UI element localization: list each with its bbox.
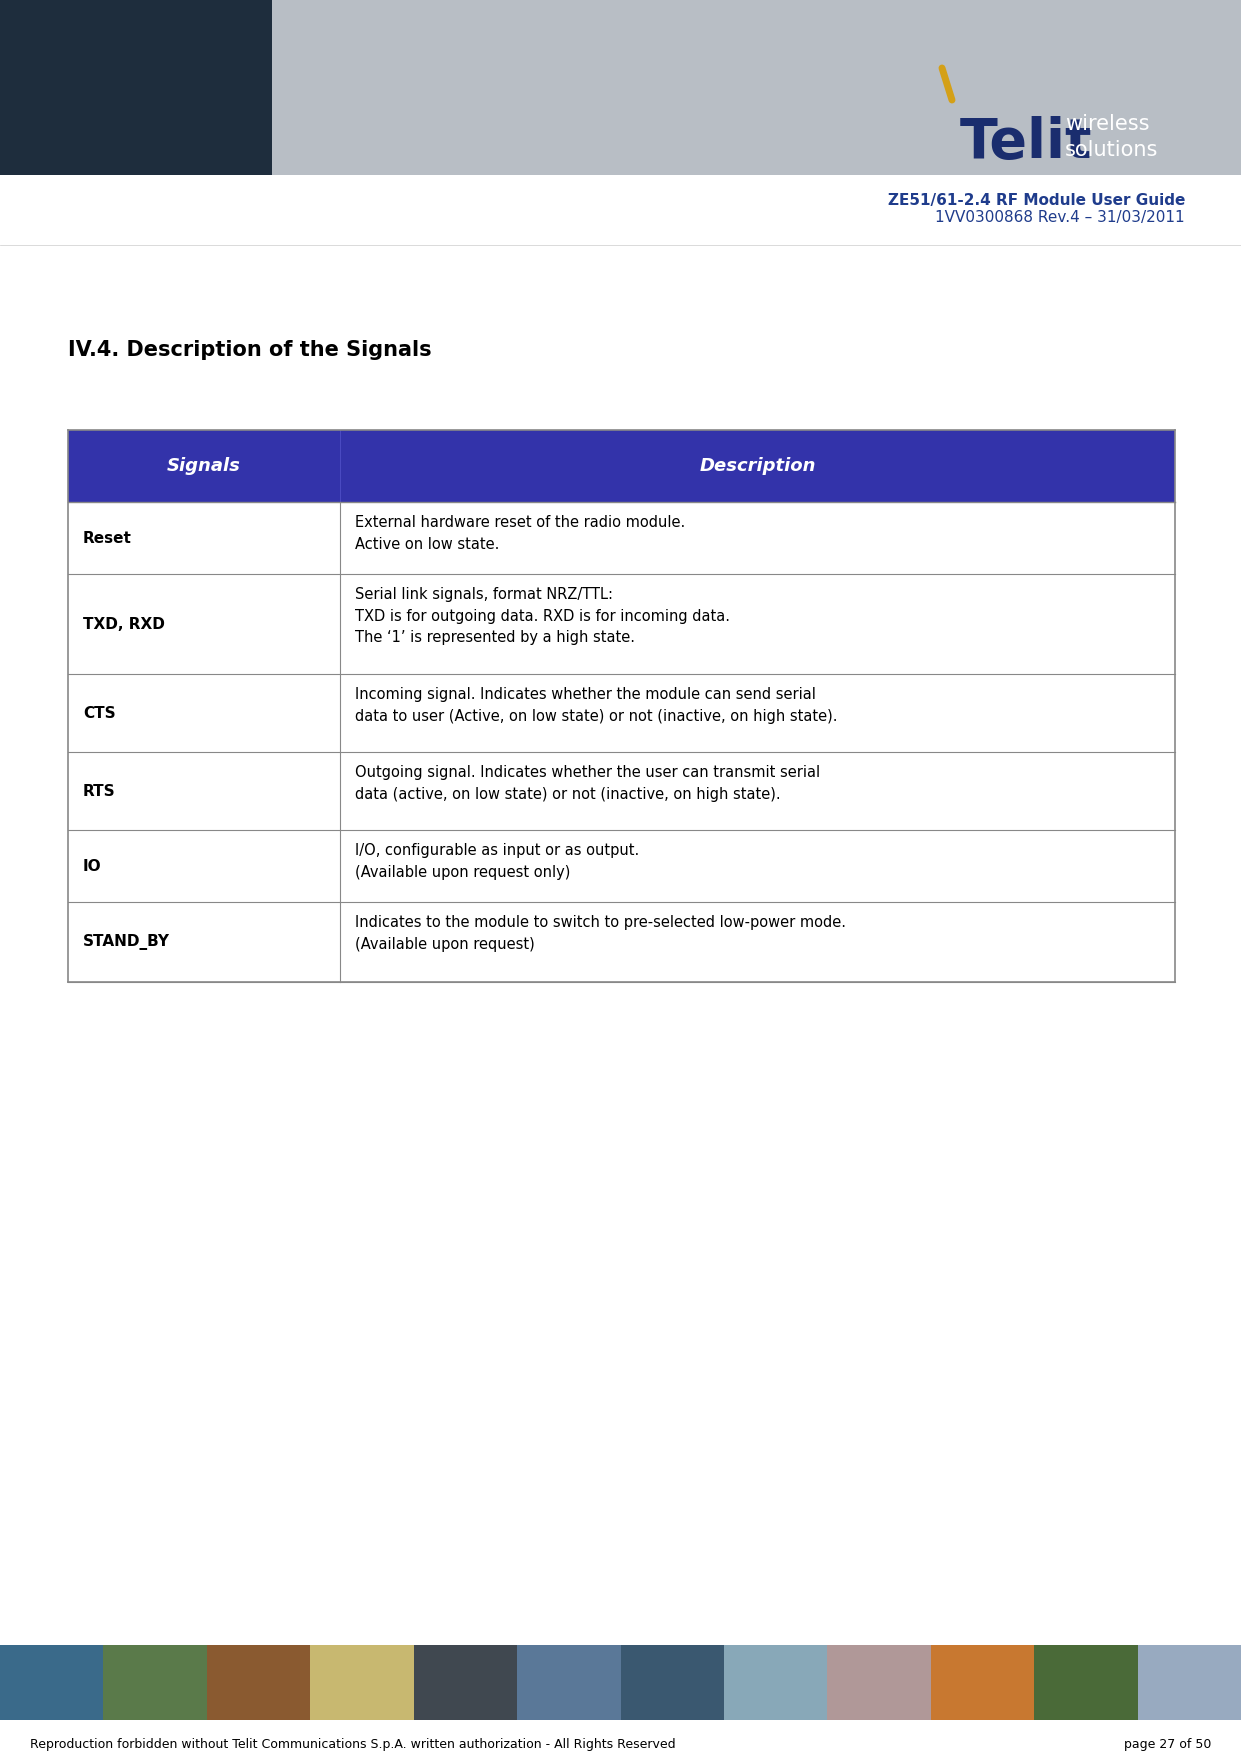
Bar	[68, 902, 1175, 983]
Bar	[1138, 1644, 1241, 1720]
Text: TXD, RXD: TXD, RXD	[83, 616, 165, 632]
Bar	[724, 1644, 828, 1720]
Text: Description: Description	[699, 456, 815, 476]
Text: I/O, configurable as input or as output.
(Available upon request only): I/O, configurable as input or as output.…	[355, 842, 639, 879]
Text: Reset: Reset	[83, 530, 132, 546]
Text: Indicates to the module to switch to pre-selected low-power mode.
(Available upo: Indicates to the module to switch to pre…	[355, 914, 846, 951]
Bar	[828, 1644, 931, 1720]
Bar	[272, 0, 1241, 176]
Bar	[0, 1644, 103, 1720]
Text: RTS: RTS	[83, 783, 115, 799]
Text: Telit: Telit	[961, 116, 1092, 170]
Bar	[931, 1644, 1034, 1720]
Bar	[1034, 1644, 1138, 1720]
Bar	[68, 751, 1175, 830]
Bar	[68, 674, 1175, 751]
Text: IO: IO	[83, 858, 102, 874]
Bar	[310, 1644, 413, 1720]
Text: wireless
solutions: wireless solutions	[1065, 114, 1158, 160]
Bar	[517, 1644, 620, 1720]
Text: page 27 of 50: page 27 of 50	[1123, 1737, 1211, 1751]
Text: External hardware reset of the radio module.
Active on low state.: External hardware reset of the radio mod…	[355, 514, 685, 551]
Bar	[620, 1644, 724, 1720]
Text: Serial link signals, format NRZ/TTL:
TXD is for outgoing data. RXD is for incomi: Serial link signals, format NRZ/TTL: TXD…	[355, 586, 730, 646]
Text: STAND_BY: STAND_BY	[83, 934, 170, 949]
Bar	[0, 0, 272, 176]
Bar	[68, 502, 1175, 574]
Bar	[68, 830, 1175, 902]
Bar	[68, 430, 1175, 502]
Bar	[413, 1644, 517, 1720]
Bar	[103, 1644, 207, 1720]
Text: IV.4. Description of the Signals: IV.4. Description of the Signals	[68, 340, 432, 360]
Text: CTS: CTS	[83, 706, 115, 721]
Text: Reproduction forbidden without Telit Communications S.p.A. written authorization: Reproduction forbidden without Telit Com…	[30, 1737, 675, 1751]
Text: Incoming signal. Indicates whether the module can send serial
data to user (Acti: Incoming signal. Indicates whether the m…	[355, 686, 838, 723]
Text: ZE51/61-2.4 RF Module User Guide: ZE51/61-2.4 RF Module User Guide	[887, 193, 1185, 209]
Bar	[207, 1644, 310, 1720]
Text: Outgoing signal. Indicates whether the user can transmit serial
data (active, on: Outgoing signal. Indicates whether the u…	[355, 765, 820, 802]
Text: 1VV0300868 Rev.4 – 31/03/2011: 1VV0300868 Rev.4 – 31/03/2011	[936, 211, 1185, 225]
Bar	[68, 574, 1175, 674]
Text: Signals: Signals	[168, 456, 241, 476]
